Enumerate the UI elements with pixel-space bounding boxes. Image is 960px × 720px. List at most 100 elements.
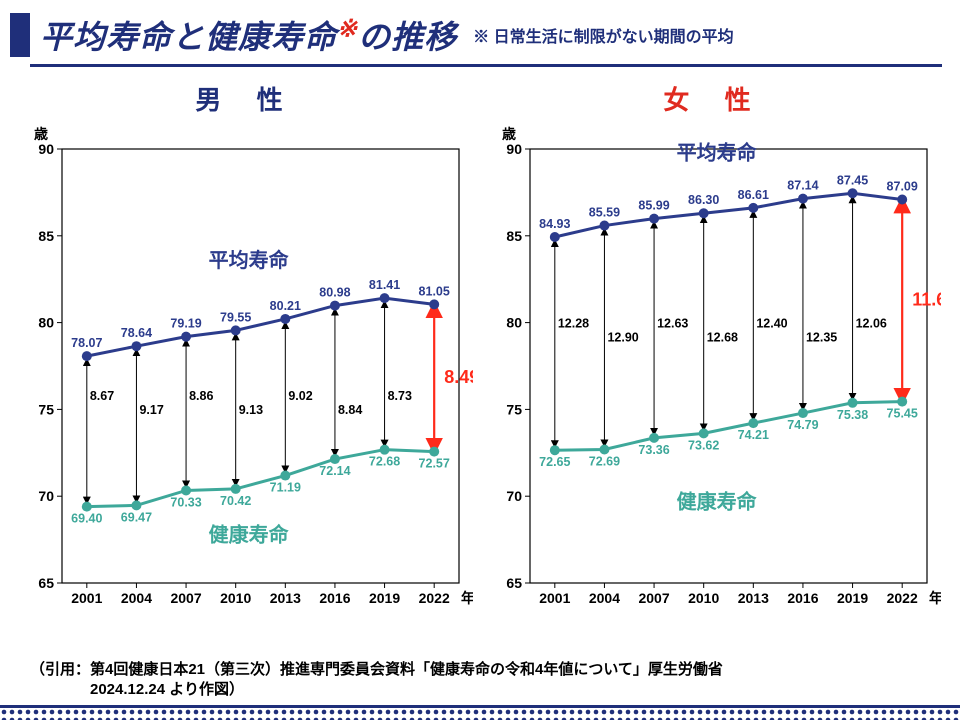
- svg-text:85.59: 85.59: [589, 206, 620, 220]
- svg-text:2019: 2019: [837, 590, 868, 606]
- svg-text:85: 85: [38, 228, 54, 244]
- page-title: 平均寿命と健康寿命※の推移: [40, 12, 457, 58]
- title-footnote: ※ 日常生活に制限がない期間の平均: [473, 23, 733, 47]
- title-main: 平均寿命と健康寿命: [40, 19, 337, 55]
- svg-text:86.30: 86.30: [688, 193, 719, 207]
- svg-text:8.67: 8.67: [90, 389, 114, 403]
- svg-text:73.62: 73.62: [688, 438, 719, 452]
- panel-female: 女 性 65 70 75 80 85 90歳 2001 2004 2007 2010 2013 201…: [486, 80, 942, 619]
- citation-line1: （引用：第4回健康日本21（第三次）推進専門委員会資料「健康寿命の令和4年値につ…: [30, 661, 723, 678]
- svg-text:70.42: 70.42: [220, 494, 251, 508]
- svg-text:80.98: 80.98: [319, 286, 350, 300]
- svg-text:70: 70: [38, 488, 54, 504]
- panel-title-male: 男 性: [18, 80, 474, 117]
- svg-text:2007: 2007: [638, 590, 669, 606]
- svg-text:72.57: 72.57: [419, 457, 450, 471]
- svg-text:75.45: 75.45: [887, 407, 918, 421]
- panel-title-female: 女 性: [486, 80, 942, 117]
- title-suffix: の推移: [358, 19, 457, 55]
- svg-text:年: 年: [929, 590, 941, 606]
- svg-text:2013: 2013: [738, 590, 769, 606]
- svg-text:2004: 2004: [121, 590, 152, 606]
- svg-text:73.36: 73.36: [638, 443, 669, 457]
- svg-text:2016: 2016: [787, 590, 818, 606]
- svg-text:平均寿命: 平均寿命: [209, 248, 290, 272]
- svg-text:12.90: 12.90: [607, 330, 638, 344]
- svg-text:78.64: 78.64: [121, 326, 152, 340]
- svg-text:71.19: 71.19: [270, 481, 301, 495]
- svg-text:90: 90: [506, 141, 522, 157]
- svg-text:75: 75: [38, 401, 54, 417]
- chart-male: 65 70 75 80 85 90歳 2001 2004 2007 2010 2013 2016 201…: [18, 119, 473, 619]
- svg-text:2004: 2004: [589, 590, 620, 606]
- svg-text:2013: 2013: [270, 590, 301, 606]
- svg-text:12.68: 12.68: [707, 330, 738, 344]
- svg-text:8.84: 8.84: [338, 403, 362, 417]
- svg-text:8.49: 8.49: [444, 367, 473, 387]
- svg-text:70: 70: [506, 488, 522, 504]
- svg-text:69.40: 69.40: [71, 512, 102, 526]
- svg-text:79.55: 79.55: [220, 310, 251, 324]
- svg-text:12.28: 12.28: [558, 316, 589, 330]
- svg-text:2016: 2016: [319, 590, 350, 606]
- svg-text:69.47: 69.47: [121, 510, 152, 524]
- svg-text:81.41: 81.41: [369, 278, 400, 292]
- svg-text:2007: 2007: [170, 590, 201, 606]
- svg-text:2022: 2022: [419, 590, 450, 606]
- svg-text:87.09: 87.09: [887, 180, 918, 194]
- svg-text:74.21: 74.21: [738, 428, 769, 442]
- svg-text:2022: 2022: [887, 590, 918, 606]
- svg-text:9.17: 9.17: [139, 403, 163, 417]
- svg-text:72.65: 72.65: [539, 455, 570, 469]
- title-bar: 平均寿命と健康寿命※の推移 ※ 日常生活に制限がない期間の平均: [0, 12, 960, 58]
- svg-text:12.35: 12.35: [806, 330, 837, 344]
- svg-text:87.14: 87.14: [787, 179, 818, 193]
- svg-text:2001: 2001: [71, 590, 102, 606]
- svg-text:86.61: 86.61: [738, 188, 769, 202]
- svg-text:2001: 2001: [539, 590, 570, 606]
- svg-text:85: 85: [506, 228, 522, 244]
- title-accent-mark: [10, 13, 30, 57]
- svg-text:健康寿命: 健康寿命: [677, 489, 758, 513]
- svg-text:2019: 2019: [369, 590, 400, 606]
- footer-dots: [0, 708, 960, 720]
- svg-text:65: 65: [38, 575, 54, 591]
- svg-text:歳: 歳: [502, 126, 516, 142]
- svg-text:78.07: 78.07: [71, 336, 102, 350]
- svg-text:87.45: 87.45: [837, 173, 868, 187]
- svg-text:12.40: 12.40: [756, 316, 787, 330]
- svg-text:平均寿命: 平均寿命: [677, 140, 758, 164]
- svg-text:90: 90: [38, 141, 54, 157]
- svg-text:8.73: 8.73: [388, 389, 412, 403]
- svg-text:72.69: 72.69: [589, 455, 620, 469]
- svg-text:80: 80: [38, 315, 54, 331]
- svg-text:歳: 歳: [34, 126, 48, 142]
- svg-text:12.06: 12.06: [856, 316, 887, 330]
- title-sup: ※: [337, 15, 358, 42]
- citation: （引用：第4回健康日本21（第三次）推進専門委員会資料「健康寿命の令和4年値につ…: [30, 660, 930, 701]
- svg-text:12.63: 12.63: [657, 316, 688, 330]
- svg-text:80.21: 80.21: [270, 299, 301, 313]
- svg-text:84.93: 84.93: [539, 217, 570, 231]
- svg-text:健康寿命: 健康寿命: [209, 522, 290, 546]
- svg-text:年: 年: [461, 590, 473, 606]
- svg-text:9.02: 9.02: [288, 389, 312, 403]
- panel-male: 男 性 65 70 75 80 85 90歳 2001 2004 2007 2010 2013 201…: [18, 80, 474, 619]
- svg-text:72.68: 72.68: [369, 455, 400, 469]
- svg-text:70.33: 70.33: [170, 495, 201, 509]
- svg-text:75: 75: [506, 401, 522, 417]
- citation-line2: 2024.12.24 より作図）: [30, 681, 244, 698]
- svg-text:2010: 2010: [688, 590, 719, 606]
- title-underline: [30, 64, 942, 67]
- chart-female: 65 70 75 80 85 90歳 2001 2004 2007 2010 2013 2016 201…: [486, 119, 941, 619]
- svg-text:2010: 2010: [220, 590, 251, 606]
- svg-text:72.14: 72.14: [319, 464, 350, 478]
- svg-text:85.99: 85.99: [638, 199, 669, 213]
- svg-text:74.79: 74.79: [787, 418, 818, 432]
- svg-text:75.38: 75.38: [837, 408, 868, 422]
- svg-text:65: 65: [506, 575, 522, 591]
- svg-text:8.86: 8.86: [189, 389, 213, 403]
- svg-text:9.13: 9.13: [239, 403, 263, 417]
- svg-text:80: 80: [506, 315, 522, 331]
- svg-text:79.19: 79.19: [170, 317, 201, 331]
